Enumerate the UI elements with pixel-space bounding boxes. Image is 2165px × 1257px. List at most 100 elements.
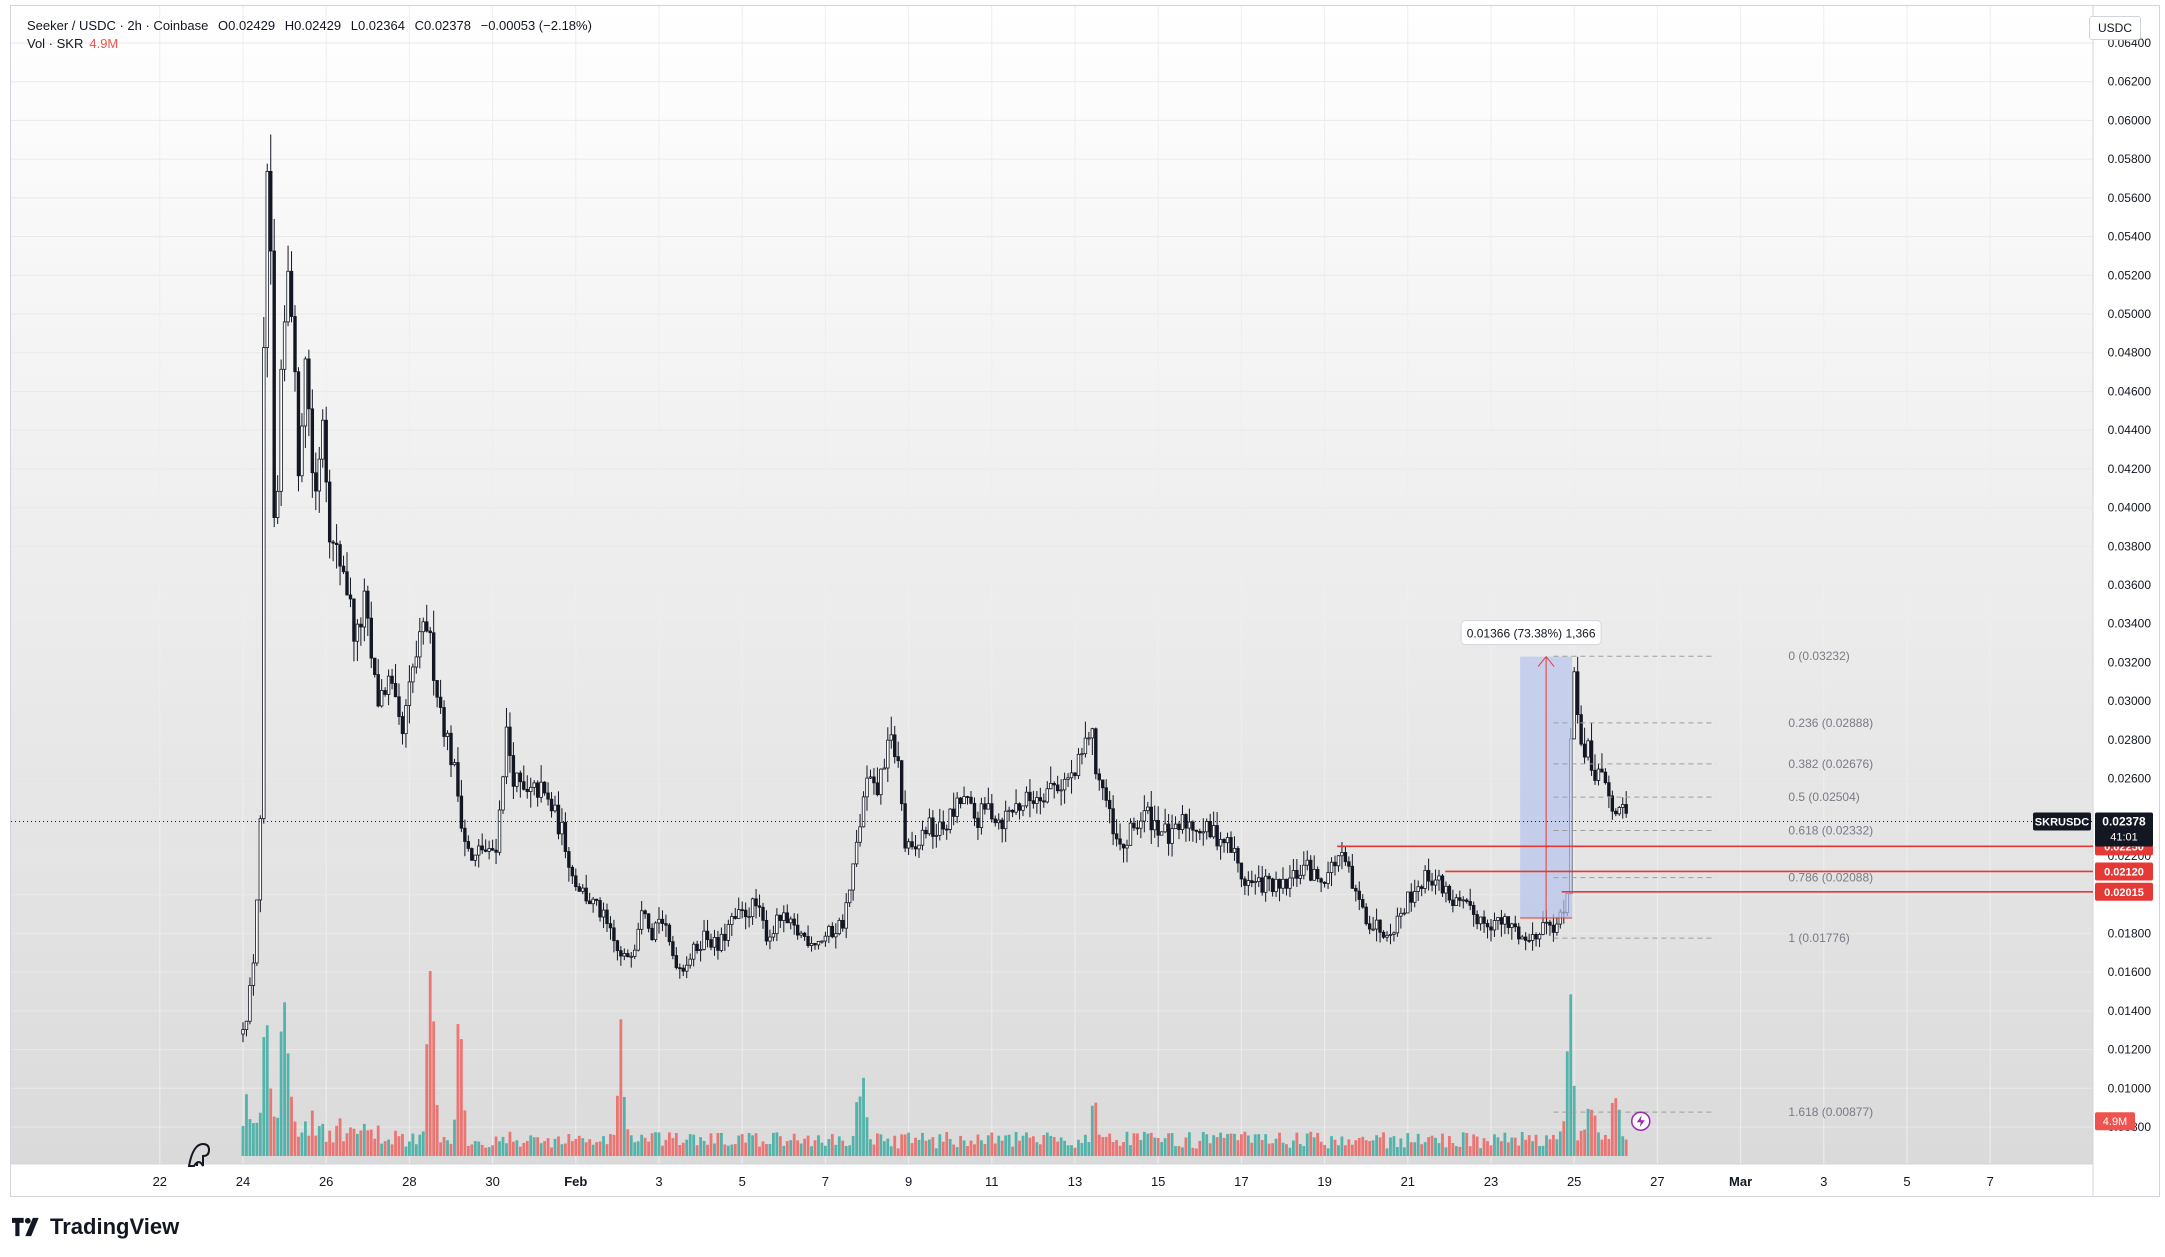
volume-bar <box>539 1143 543 1156</box>
candle-body <box>983 803 987 810</box>
candle-body <box>1198 830 1202 834</box>
support-level-label: 0.02015 <box>2104 887 2144 899</box>
volume-bar <box>570 1141 574 1156</box>
candle-body <box>542 781 547 794</box>
last-price-value: 0.02378 <box>2102 815 2146 829</box>
volume-bar <box>674 1133 678 1156</box>
candle-body <box>1475 914 1479 925</box>
x-tick-label-16: 23 <box>1484 1174 1498 1189</box>
candle-body <box>473 854 477 861</box>
candle-body <box>1617 807 1621 815</box>
candle-body <box>303 358 308 427</box>
volume-bar <box>1205 1134 1209 1156</box>
volume-bar <box>307 1135 311 1156</box>
volume-bar <box>876 1133 879 1156</box>
volume-bar <box>283 1002 286 1156</box>
volume-value: 4.9M <box>89 36 119 51</box>
volume-bar <box>1077 1139 1080 1156</box>
open-value: O0.02429 <box>217 18 276 33</box>
candle-body <box>480 845 484 851</box>
volume-bar <box>1177 1146 1181 1156</box>
volume-label[interactable]: Vol · SKR <box>27 36 84 51</box>
y-tick-label-8: 0.04800 <box>2108 346 2152 360</box>
y-tick-label-11: 0.04200 <box>2108 462 2152 476</box>
volume-bar <box>914 1137 917 1156</box>
tradingview-logo[interactable]: TradingView <box>12 1214 179 1240</box>
candle-body <box>1413 891 1417 903</box>
volume-bar <box>1080 1142 1084 1156</box>
candle-body <box>525 788 529 792</box>
volume-bar <box>1396 1147 1399 1156</box>
volume-bar <box>782 1145 786 1156</box>
candle-body <box>300 425 304 477</box>
candle-body <box>1468 901 1472 906</box>
candle-body <box>1319 878 1323 883</box>
candle-body <box>1614 810 1618 815</box>
volume-bar <box>290 1096 293 1156</box>
volume-bar <box>834 1144 838 1156</box>
candle-body <box>327 481 332 543</box>
price-chart[interactable]: 0.064000.062000.060000.058000.056000.054… <box>11 6 2159 1196</box>
volume-bar <box>1378 1137 1382 1156</box>
x-tick-label-10: 11 <box>985 1174 999 1189</box>
currency-button[interactable]: USDC <box>2088 16 2141 40</box>
volume-bar <box>553 1138 557 1156</box>
volume-bar <box>810 1146 813 1156</box>
volume-bar <box>1229 1133 1233 1156</box>
volume-bar <box>1468 1146 1472 1156</box>
volume-bar <box>941 1141 945 1156</box>
volume-bar <box>1090 1105 1094 1156</box>
volume-bar <box>900 1134 904 1156</box>
volume-bar <box>352 1128 356 1156</box>
fib-label-0.5: 0.5 (0.02504) <box>1788 790 1859 804</box>
candle-body <box>1205 821 1209 833</box>
volume-bar <box>896 1148 900 1156</box>
volume-bar <box>439 1142 442 1156</box>
candle-body <box>1416 886 1420 892</box>
volume-bar <box>255 1122 259 1156</box>
volume-bar <box>1285 1144 1288 1156</box>
candle-body <box>244 1020 249 1030</box>
x-tick-label-3: 28 <box>402 1174 416 1189</box>
fib-label-0.786: 0.786 (0.02088) <box>1788 871 1873 885</box>
volume-bar <box>1129 1145 1132 1156</box>
volume-bar <box>1326 1148 1330 1156</box>
volume-bar <box>702 1140 706 1156</box>
candle-body <box>854 841 859 865</box>
candle-body <box>792 918 796 926</box>
volume-bar <box>338 1118 342 1156</box>
candle-body <box>1388 933 1393 936</box>
volume-bar <box>1545 1135 1548 1156</box>
candle-body <box>456 762 460 797</box>
volume-bar <box>1354 1140 1358 1156</box>
candle-body <box>1139 820 1143 829</box>
candle-body <box>546 792 550 800</box>
volume-bar <box>792 1133 796 1156</box>
volume-bar <box>733 1144 737 1156</box>
change-value: −0.00053 (−2.18%) <box>480 18 592 33</box>
x-tick-label-14: 19 <box>1317 1174 1331 1189</box>
candle-body <box>886 739 890 769</box>
x-tick-label-20: 3 <box>1820 1174 1827 1189</box>
volume-bar <box>1392 1136 1396 1156</box>
volume-bar <box>1170 1133 1174 1156</box>
candle-body <box>806 936 810 946</box>
candle-body <box>338 544 342 567</box>
candle-body <box>629 955 633 958</box>
volume-bar <box>737 1135 741 1156</box>
volume-bar <box>765 1144 768 1156</box>
volume-bar <box>574 1138 578 1156</box>
volume-bar <box>1361 1136 1365 1156</box>
volume-bar <box>1576 1140 1580 1156</box>
volume-bar <box>1382 1132 1385 1156</box>
volume-bar <box>342 1141 345 1156</box>
candle-body <box>324 419 328 483</box>
candle-body <box>1423 869 1427 889</box>
volume-bar <box>1548 1139 1552 1156</box>
candle-body <box>362 590 367 628</box>
candle-body <box>626 953 630 958</box>
symbol-title[interactable]: Seeker / USDC · 2h · Coinbase <box>27 18 209 33</box>
candle-body <box>286 270 290 323</box>
volume-bar <box>1215 1137 1219 1156</box>
candle-body <box>310 408 315 474</box>
